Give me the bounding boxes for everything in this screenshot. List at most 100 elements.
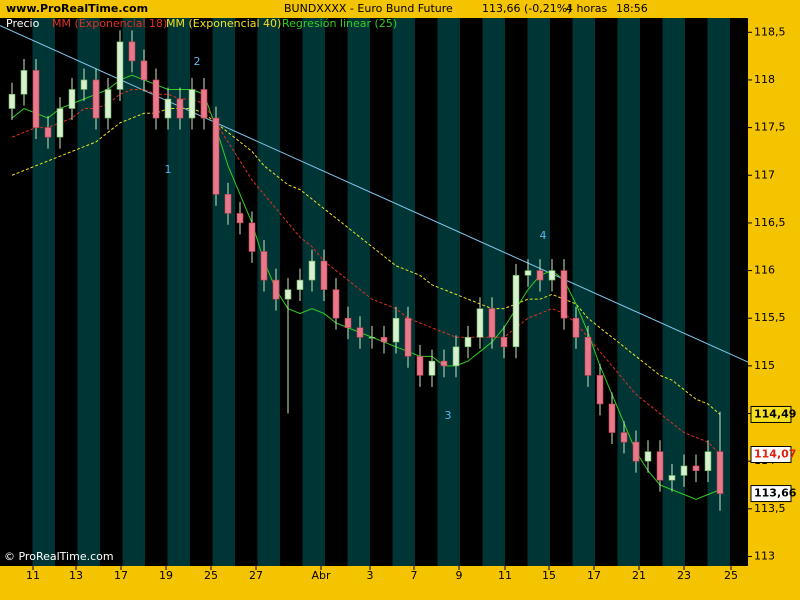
day-stripe	[437, 18, 460, 566]
candle-body	[524, 270, 532, 276]
candle-body	[464, 336, 472, 348]
day-stripe	[257, 18, 280, 566]
candle-body	[248, 222, 256, 252]
candle-body	[368, 336, 376, 339]
x-tick-label: 17	[587, 569, 601, 582]
candle-body	[380, 336, 388, 343]
candle-body	[716, 451, 724, 494]
day-stripe	[212, 18, 235, 566]
x-tick-label: 23	[677, 569, 691, 582]
day-stripe	[572, 18, 595, 566]
x-tick-label: 25	[724, 569, 738, 582]
candle-body	[356, 327, 364, 338]
candle-body	[116, 41, 124, 90]
candle-body	[56, 108, 64, 138]
legend-entry: MM (Exponencial 40)	[166, 17, 281, 30]
legend-entry: Regresión linear (25)	[282, 17, 397, 30]
y-tick-label: 118	[754, 73, 775, 86]
x-tick-label: 19	[159, 569, 173, 582]
candle-body	[44, 127, 52, 138]
x-tick-label: 7	[411, 569, 418, 582]
day-stripe	[662, 18, 685, 566]
candle-body	[260, 251, 268, 281]
candle-body	[584, 336, 592, 376]
candle-body	[152, 79, 160, 119]
last-value-label: 113,66	[754, 487, 797, 500]
day-stripe	[302, 18, 325, 566]
day-stripe	[617, 18, 640, 566]
y-tick-label: 117,5	[754, 121, 786, 134]
candle-body	[644, 451, 652, 462]
candle-body	[656, 451, 664, 481]
candle-body	[452, 346, 460, 367]
day-stripe	[77, 18, 100, 566]
candle-body	[20, 70, 28, 95]
candle-body	[164, 98, 172, 119]
candle-body	[416, 356, 424, 376]
candle-body	[596, 375, 604, 405]
y-tick-label: 113	[754, 549, 775, 562]
day-stripe	[707, 18, 730, 566]
candle-body	[80, 79, 88, 90]
candle-body	[428, 360, 436, 376]
timeframe: 4 horas	[566, 2, 607, 15]
candle-body	[704, 451, 712, 471]
candle-body	[692, 465, 700, 471]
y-tick-label: 116	[754, 264, 775, 277]
chart-title: BUNDXXXX - Euro Bund Future	[284, 2, 453, 15]
candle-body	[272, 279, 280, 300]
annotation: 2	[194, 55, 201, 68]
last-value-box	[750, 445, 792, 463]
candle-body	[608, 403, 616, 433]
last-value-label: 114,07	[754, 447, 796, 460]
day-stripes	[32, 18, 730, 566]
candle-body	[332, 289, 340, 319]
annotation: 3	[445, 409, 452, 422]
day-stripe	[122, 18, 145, 566]
day-stripe	[482, 18, 505, 566]
annotation: 4	[540, 229, 547, 242]
x-tick-label: 13	[69, 569, 83, 582]
candle-body	[32, 70, 40, 128]
candle-body	[92, 79, 100, 119]
candle-body	[140, 60, 148, 81]
candle-body	[548, 270, 556, 281]
candle-body	[512, 275, 520, 348]
y-tick-label: 115,5	[754, 311, 786, 324]
x-tick-label: 15	[542, 569, 556, 582]
candle-body	[536, 270, 544, 281]
y-tick-label: 115	[754, 359, 775, 372]
trendline	[0, 25, 749, 363]
candle-body	[224, 194, 232, 214]
copyright: © ProRealTime.com	[4, 550, 114, 563]
candle-body	[500, 336, 508, 348]
candle-body	[572, 317, 580, 338]
candle-body	[620, 432, 628, 443]
candle-body	[296, 279, 304, 290]
indicator-line	[11, 88, 721, 455]
candle-body	[308, 260, 316, 281]
candle-body	[560, 270, 568, 319]
last-value-box	[750, 405, 792, 423]
y-tick-label: 113,5	[754, 502, 786, 515]
candle-body	[200, 89, 208, 119]
x-tick-label: 27	[249, 569, 263, 582]
candle-body	[320, 260, 328, 290]
y-tick-label: 117	[754, 168, 775, 181]
x-tick-label: 11	[26, 569, 40, 582]
x-tick-label: 11	[498, 569, 512, 582]
candle-body	[284, 289, 292, 300]
candle-body	[8, 93, 16, 109]
legend-entry: Precio	[6, 17, 40, 30]
y-tick-label: 116,5	[754, 216, 786, 229]
x-tick-label: 3	[367, 569, 374, 582]
day-stripe	[527, 18, 550, 566]
x-tick-label: Abr	[311, 569, 331, 582]
candle-body	[68, 89, 76, 109]
legend-entry: MM (Exponencial 18)	[52, 17, 167, 30]
candle-body	[488, 308, 496, 338]
day-stripe	[392, 18, 415, 566]
indicator-line	[11, 108, 721, 415]
candle-body	[212, 117, 220, 195]
candle-body	[392, 317, 400, 343]
